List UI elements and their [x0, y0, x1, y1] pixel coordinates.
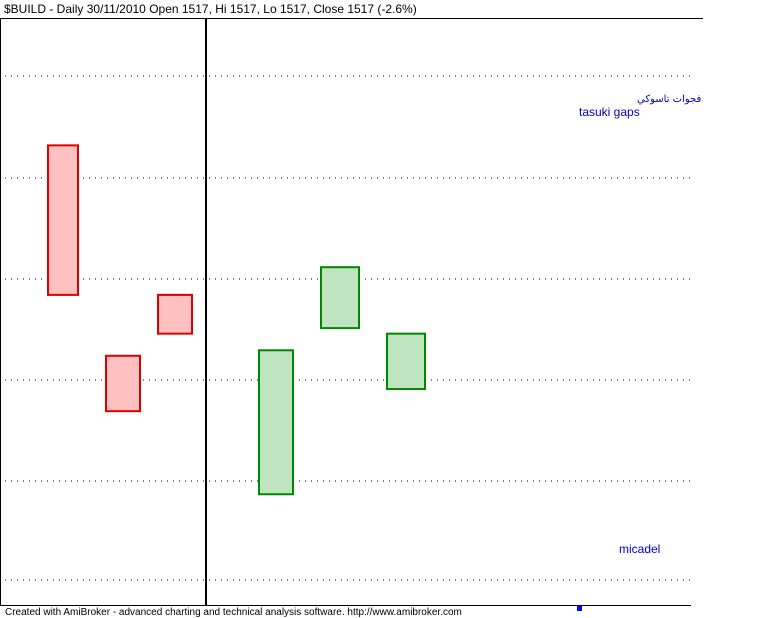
chart-title: $BUILD - Daily 30/11/2010 Open 1517, Hi … — [4, 2, 417, 16]
candle-1 — [47, 144, 79, 296]
candle-5 — [320, 266, 360, 330]
annotation-english: tasuki gaps — [579, 105, 640, 119]
candle-3 — [157, 293, 193, 335]
candle-4 — [258, 349, 294, 496]
candle-6 — [386, 332, 426, 391]
selection-marker — [577, 606, 582, 611]
candle-2 — [105, 354, 141, 413]
annotation-author: micadel — [619, 542, 660, 556]
candles — [47, 144, 426, 496]
footer-credit: Created with AmiBroker - advanced charti… — [5, 607, 462, 618]
annotation-arabic: فجوات تاسوكي — [637, 94, 701, 105]
